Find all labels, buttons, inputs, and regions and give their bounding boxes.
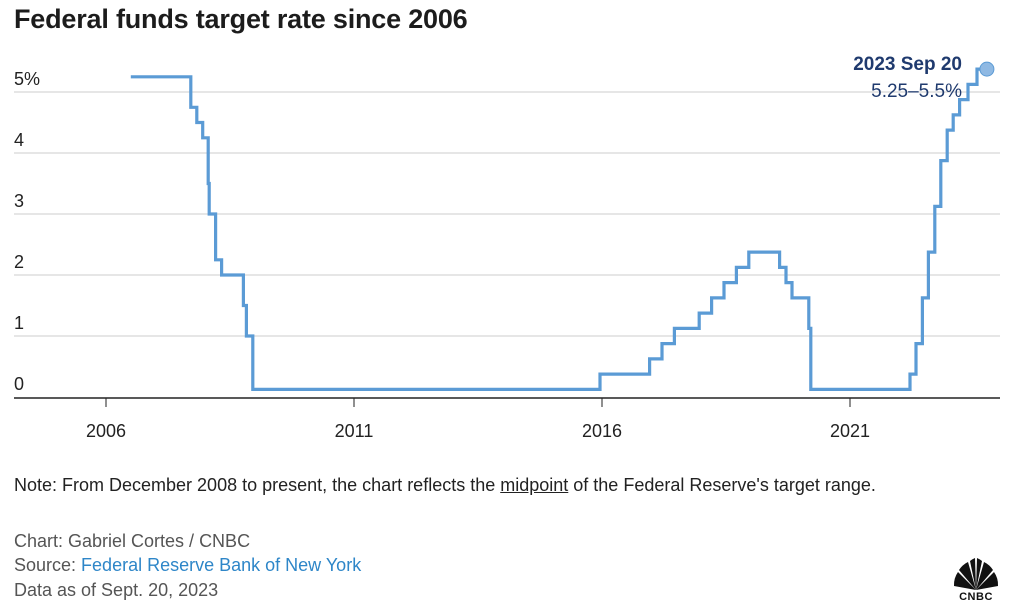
x-tick-label: 2006 (86, 421, 126, 441)
source-prefix: Source: (14, 555, 82, 575)
y-tick-label: 5% (14, 69, 40, 89)
chart-title: Federal funds target rate since 2006 (14, 4, 468, 34)
note-prefix: Note: From December 2008 to present, the… (14, 475, 501, 495)
annotation-value-label: 5.25–5.5% (871, 81, 962, 102)
x-tick-label: 2021 (830, 421, 870, 441)
y-tick-label: 4 (14, 130, 24, 150)
data-as-of: Data as of Sept. 20, 2023 (14, 580, 219, 600)
source-link[interactable]: Federal Reserve Bank of New York (81, 555, 362, 575)
cnbc-peacock-icon (953, 558, 999, 590)
x-tick-label: 2016 (582, 421, 622, 441)
annotation-date-label: 2023 Sep 20 (853, 54, 962, 75)
chart-credit: Chart: Gabriel Cortes / CNBC (14, 531, 251, 551)
note-suffix: of the Federal Reserve's target range. (568, 475, 876, 495)
y-tick-label: 0 (14, 374, 24, 394)
rate-chart: 0 1 2 3 4 5% 2006 2011 2016 2021 2023 Sep 20 5.25–5… (14, 54, 1000, 441)
chart-note: Note: From December 2008 to present, the… (14, 473, 944, 498)
rate-series-line (130, 67, 985, 391)
note-midpoint-term: midpoint (500, 475, 569, 495)
x-tick-label: 2011 (335, 421, 374, 441)
cnbc-logo-text: CNBC (959, 591, 993, 603)
y-tick-label: 1 (14, 313, 24, 333)
y-tick-label: 3 (14, 191, 24, 211)
source-line: Source: Federal Reserve Bank of New York (14, 553, 361, 577)
latest-point-marker (979, 61, 995, 77)
y-tick-label: 2 (14, 252, 24, 272)
